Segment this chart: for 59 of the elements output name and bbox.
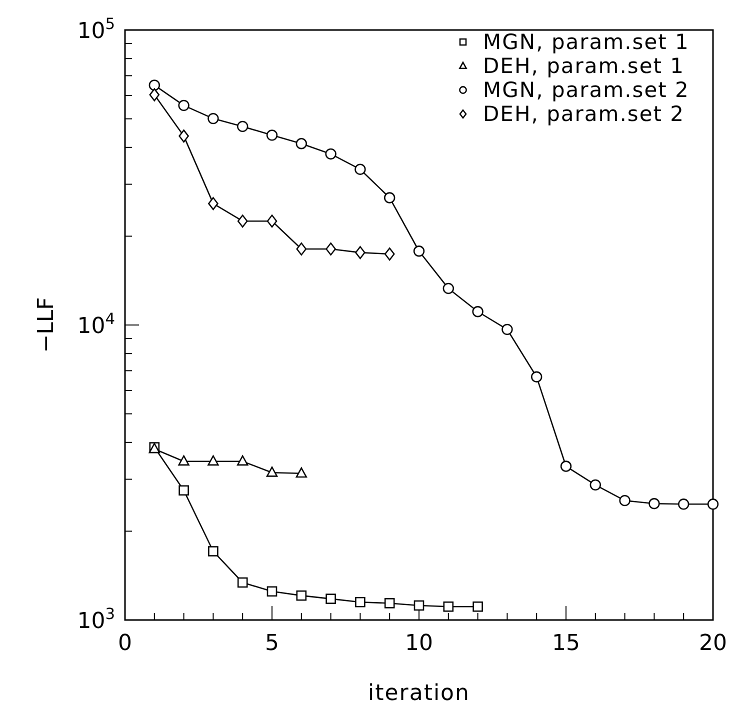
point	[384, 248, 395, 261]
point	[560, 460, 572, 472]
point	[178, 130, 189, 143]
point	[178, 455, 190, 466]
point	[355, 246, 366, 260]
point	[707, 498, 719, 510]
y-tick-label: 10$^{4}$	[77, 310, 115, 339]
point	[237, 455, 248, 466]
point	[325, 148, 336, 160]
point	[208, 546, 218, 556]
point	[237, 214, 248, 228]
point	[619, 494, 630, 506]
y-axis-title: −LLF	[34, 297, 59, 353]
x-axis-title: iteration	[368, 681, 470, 706]
point	[149, 88, 160, 102]
point	[266, 586, 278, 597]
point	[208, 455, 219, 466]
x-tick-label: 20	[699, 631, 727, 656]
point	[472, 601, 483, 612]
point	[384, 192, 396, 204]
point	[443, 601, 454, 612]
point	[296, 138, 307, 150]
point	[355, 596, 366, 608]
point	[531, 371, 542, 382]
point	[266, 130, 278, 141]
point	[237, 120, 248, 132]
point	[384, 598, 395, 608]
point	[296, 467, 307, 478]
point	[648, 498, 660, 510]
point	[678, 498, 690, 510]
point	[266, 214, 278, 228]
y-tick-label: 10$^{3}$	[77, 605, 115, 634]
point	[413, 246, 425, 257]
y-tick-label: 10$^{5}$	[77, 15, 115, 44]
point	[472, 306, 484, 318]
point	[354, 164, 366, 175]
x-tick-label: 10	[405, 631, 433, 656]
point	[590, 479, 601, 491]
legend-label: DEH, param.set 1	[483, 54, 685, 78]
point	[502, 324, 513, 336]
legend-label: MGN, param.set 2	[483, 78, 690, 102]
point	[442, 282, 454, 294]
point	[296, 242, 307, 256]
point	[208, 197, 218, 210]
point	[208, 112, 219, 124]
point	[148, 80, 160, 91]
point	[296, 590, 307, 601]
point	[414, 600, 424, 611]
legend-label: DEH, param.set 2	[483, 102, 685, 126]
x-tick-label: 5	[265, 631, 279, 656]
x-tick-label: 15	[552, 631, 580, 656]
point	[178, 100, 190, 112]
point	[266, 466, 278, 477]
point	[237, 577, 248, 588]
point	[326, 594, 336, 604]
point	[326, 242, 336, 256]
point	[178, 485, 189, 496]
legend-label: MGN, param.set 1	[483, 30, 690, 54]
x-tick-label: 0	[118, 631, 132, 656]
